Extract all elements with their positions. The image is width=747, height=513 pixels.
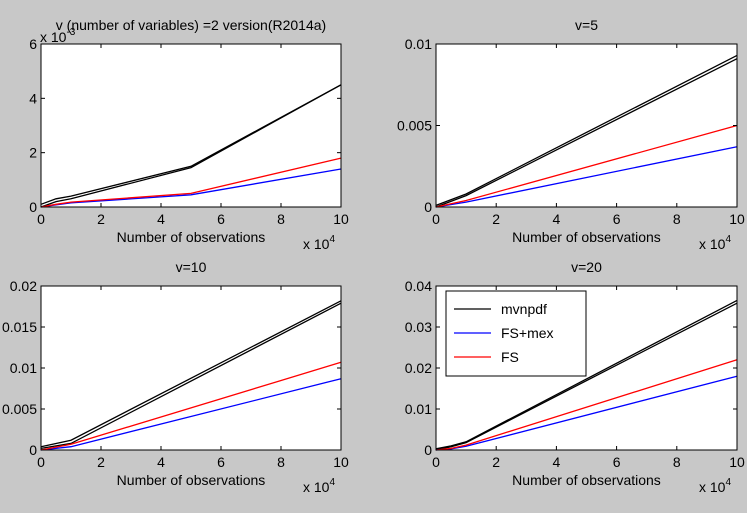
y-tick-label: 0 bbox=[424, 442, 432, 458]
x-tick-label: 4 bbox=[553, 211, 561, 227]
x-tick-label: 10 bbox=[729, 454, 745, 470]
subplot-4: 0 2 4 6 8 10 0 0.01 0.02 0.03 0.04 Number of observ… bbox=[405, 259, 745, 495]
chart-title: v=20 bbox=[571, 259, 602, 275]
x-tick-label: 6 bbox=[613, 454, 621, 470]
y-tick-label: 0 bbox=[424, 199, 432, 215]
x-tick-label: 8 bbox=[277, 211, 285, 227]
chart-title: v=5 bbox=[575, 17, 598, 33]
series-line-fs-4 bbox=[435, 359, 738, 451]
series-line-fs-4 bbox=[40, 361, 342, 451]
series-line-mvnpdf-1 bbox=[435, 299, 738, 450]
x-tick-label: 0 bbox=[432, 454, 440, 470]
legend-entry: mvnpdf bbox=[501, 301, 547, 317]
x-multiplier-label: x 104 bbox=[699, 477, 731, 495]
y-tick-label: 0.01 bbox=[10, 360, 37, 376]
series-line-mvnpdf-2 bbox=[40, 302, 342, 450]
x-tick-label: 2 bbox=[97, 211, 105, 227]
x-tick-label: 4 bbox=[157, 454, 165, 470]
legend: mvnpdf FS+mex FS bbox=[445, 290, 587, 377]
x-axis-label: Number of observations bbox=[512, 472, 661, 488]
y-tick-label: 0.01 bbox=[405, 36, 432, 52]
y-tick-label: 0 bbox=[29, 442, 37, 458]
series-group bbox=[435, 299, 738, 451]
x-tick-label: 2 bbox=[492, 454, 500, 470]
subplot-3: 0 2 4 6 8 10 0 0.005 0.01 0.015 0.02 Number of obse… bbox=[2, 259, 349, 495]
y-tick-label: 0.02 bbox=[10, 278, 37, 294]
series-line-mvnpdf-1 bbox=[40, 84, 342, 205]
x-tick-label: 4 bbox=[157, 211, 165, 227]
legend-entry: FS bbox=[501, 349, 519, 365]
x-tick-label: 6 bbox=[613, 211, 621, 227]
x-tick-label: 0 bbox=[37, 454, 45, 470]
y-tick-label: 4 bbox=[29, 90, 37, 106]
chart-title: v (number of variables) =2 version(R2014… bbox=[56, 17, 326, 33]
x-multiplier-label: x 104 bbox=[699, 234, 731, 252]
x-multiplier-label: x 104 bbox=[303, 477, 335, 495]
axes-frame bbox=[40, 43, 342, 208]
axes-background bbox=[41, 286, 341, 450]
legend-entry: FS+mex bbox=[501, 325, 554, 341]
x-tick-label: 6 bbox=[217, 211, 225, 227]
y-tick-label: 0.005 bbox=[2, 401, 37, 417]
series-line-fs-mex-3 bbox=[40, 378, 342, 451]
x-tick-label: 8 bbox=[673, 454, 681, 470]
x-tick-label: 0 bbox=[432, 211, 440, 227]
x-tick-label: 2 bbox=[97, 454, 105, 470]
x-tick-label: 0 bbox=[37, 211, 45, 227]
series-line-fs-4 bbox=[435, 124, 738, 208]
series-line-mvnpdf-1 bbox=[435, 54, 738, 207]
x-tick-label: 4 bbox=[553, 454, 561, 470]
series-line-mvnpdf-2 bbox=[40, 84, 342, 208]
y-tick-label: 2 bbox=[29, 145, 37, 161]
series-line-mvnpdf-1 bbox=[40, 300, 342, 448]
y-tick-label: 6 bbox=[29, 36, 37, 52]
x-tick-label: 10 bbox=[333, 454, 349, 470]
y-tick-label: 0.04 bbox=[405, 278, 432, 294]
y-tick-label: 0.005 bbox=[397, 118, 432, 134]
subplot-1: 0 2 4 6 8 10 0 2 4 6 Number of observations x 104 x … bbox=[29, 17, 349, 252]
series-group bbox=[40, 300, 342, 451]
x-tick-label: 2 bbox=[492, 211, 500, 227]
axes-background bbox=[41, 44, 341, 207]
series-line-fs-4 bbox=[40, 157, 342, 208]
x-tick-label: 10 bbox=[333, 211, 349, 227]
x-tick-label: 10 bbox=[729, 211, 745, 227]
axes-background bbox=[436, 44, 737, 207]
x-tick-label: 8 bbox=[673, 211, 681, 227]
series-group bbox=[40, 84, 342, 208]
x-axis-label: Number of observations bbox=[117, 229, 266, 245]
x-axis-label: Number of observations bbox=[512, 229, 661, 245]
y-tick-label: 0.01 bbox=[405, 401, 432, 417]
subplot-2: 0 2 4 6 8 10 0 0.005 0.01 Number of observations x… bbox=[397, 17, 745, 252]
chart-title: v=10 bbox=[176, 259, 207, 275]
series-group bbox=[435, 54, 738, 208]
y-multiplier-label: x 10-3 bbox=[40, 27, 76, 45]
y-tick-label: 0.015 bbox=[2, 319, 37, 335]
x-tick-label: 6 bbox=[217, 454, 225, 470]
y-tick-label: 0.02 bbox=[405, 360, 432, 376]
series-line-mvnpdf-2 bbox=[435, 302, 738, 451]
x-tick-label: 8 bbox=[277, 454, 285, 470]
y-tick-label: 0.03 bbox=[405, 319, 432, 335]
x-axis-label: Number of observations bbox=[117, 472, 266, 488]
y-tick-label: 0 bbox=[29, 199, 37, 215]
series-line-mvnpdf-2 bbox=[435, 58, 738, 208]
x-multiplier-label: x 104 bbox=[303, 234, 335, 252]
